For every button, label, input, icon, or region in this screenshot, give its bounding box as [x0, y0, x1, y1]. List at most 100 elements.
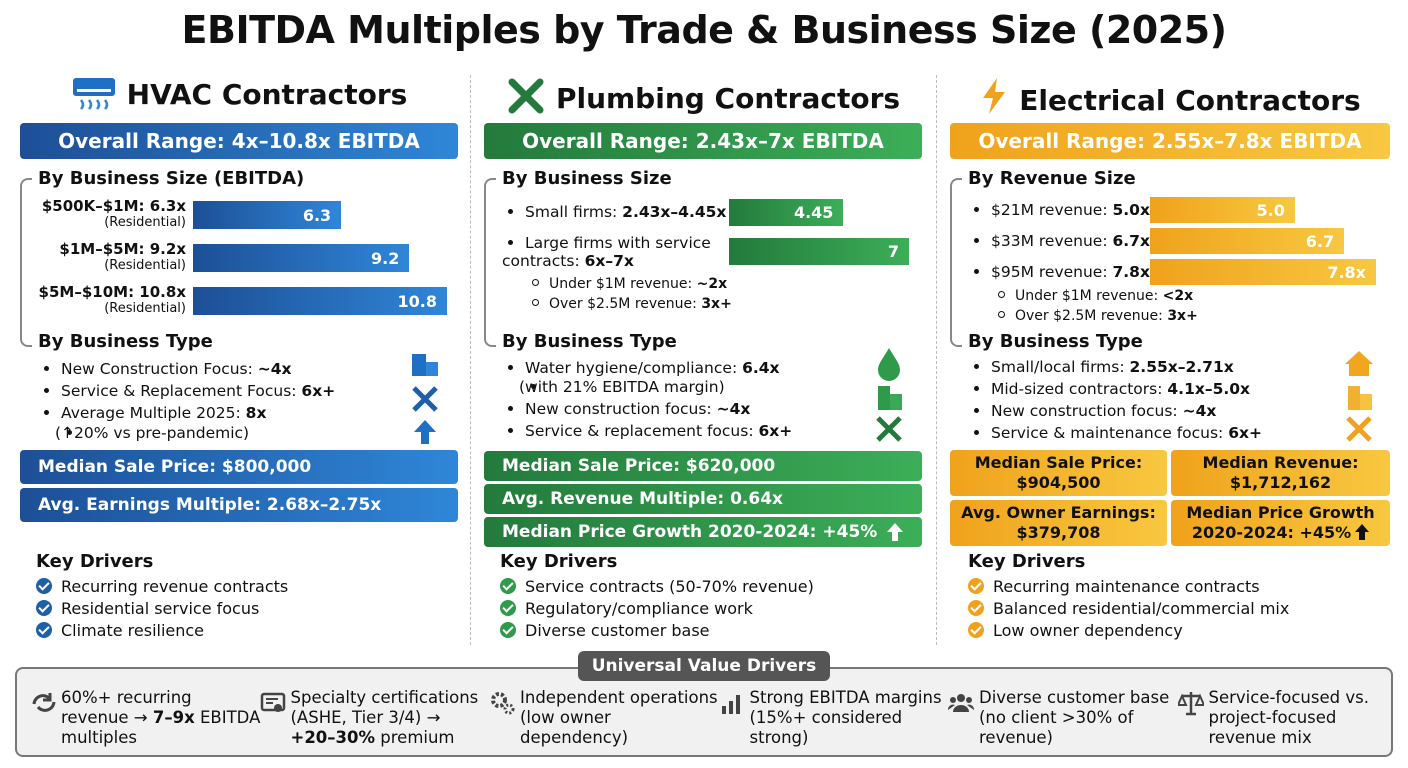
- driver: Service contracts (50-70% revenue): [500, 577, 814, 596]
- section-heading: By Business Type: [38, 331, 213, 352]
- universal-item: Independent operations (low owner depend…: [520, 688, 720, 748]
- stat-box: Median Revenue: $1,712,162: [1171, 450, 1390, 496]
- bar: 4.45: [729, 199, 844, 226]
- list-item: Average Multiple 2025: 8x: [38, 404, 266, 422]
- universal-item: Specialty certifications (ASHE, Tier 3/4…: [291, 688, 491, 748]
- section-heading: By Business Size (EBITDA): [38, 168, 305, 189]
- drivers-heading: Key Drivers: [968, 551, 1086, 572]
- section-heading: By Business Size: [502, 168, 672, 189]
- section-heading: By Revenue Size: [968, 168, 1136, 189]
- stat-box: Avg. Owner Earnings: $379,708: [950, 500, 1167, 546]
- drivers-heading: Key Drivers: [500, 551, 618, 572]
- stat-banner: Median Price Growth 2020-2024: +45%: [484, 517, 922, 547]
- bracket: [950, 178, 962, 347]
- bar-slot: 5.0: [1150, 197, 1376, 223]
- bar: 6.3: [193, 201, 342, 229]
- item-text: Independent operations (low owner depend…: [520, 688, 718, 747]
- sub-item: Over $2.5M revenue: 3x+: [968, 308, 1198, 324]
- universal-panel: [15, 667, 1393, 757]
- bar-label: 7.8x: [1327, 262, 1366, 282]
- driver-icon: [491, 692, 515, 715]
- universal-item: Strong EBITDA margins (15%+ considered s…: [750, 688, 950, 748]
- list-item: Small firms: 2.43x–4.45x: [502, 203, 726, 221]
- sub-item: Under $1M revenue: <2x: [968, 288, 1193, 304]
- item-text: 60%+ recurring revenue →: [61, 688, 192, 727]
- list-note: (↑20% vs pre-pandemic): [55, 424, 250, 442]
- icons: [876, 348, 902, 442]
- divider: [470, 75, 471, 645]
- stat-box: Median Sale Price: $904,500: [950, 450, 1167, 496]
- icons: [1345, 351, 1373, 442]
- universal-heading: Universal Value Drivers: [578, 651, 830, 681]
- item-text: Service-focused vs. project-focused reve…: [1208, 688, 1369, 747]
- list-item: Mid-sized contractors: 4.1x–5.0x: [968, 380, 1250, 398]
- row-label: $5M–$10M: 10.8x (Residential): [38, 283, 186, 317]
- bar: 7: [729, 238, 909, 265]
- bar-slot: 10.8: [193, 287, 447, 315]
- row-note: (Residential): [104, 301, 186, 316]
- column-heading: HVAC Contractors: [20, 76, 458, 111]
- driver-icon: [1177, 692, 1204, 716]
- item-bold: +20–30%: [290, 728, 376, 747]
- stat-banner: Avg. Revenue Multiple: 0.64x: [484, 484, 922, 514]
- driver: Diverse customer base: [500, 621, 710, 640]
- driver-icon: [260, 692, 285, 712]
- item-bold: 7–9x: [152, 708, 195, 727]
- bar-label: 6.3: [302, 205, 332, 225]
- bar-slot: 7: [729, 238, 909, 265]
- bar: 9.2: [193, 244, 410, 272]
- sub-item: Over $2.5M revenue: 3x+: [502, 296, 732, 312]
- bar-label: 6.7: [1305, 231, 1335, 251]
- item-text: Strong EBITDA margins (15%+ considered s…: [749, 688, 942, 747]
- list-item: New construction focus: ~4x: [502, 400, 750, 418]
- bar: 7.8x: [1150, 259, 1376, 285]
- list-item: Service & maintenance focus: 6x+: [968, 424, 1262, 442]
- stat-banner: Median Sale Price: $800,000: [20, 450, 458, 484]
- section-heading: By Business Type: [502, 331, 677, 352]
- drivers-heading: Key Drivers: [36, 551, 154, 572]
- driver: Regulatory/compliance work: [500, 599, 753, 618]
- driver: Climate resilience: [36, 621, 204, 640]
- item-text: premium: [375, 728, 455, 747]
- driver-icon: [721, 695, 740, 714]
- driver: Residential service focus: [36, 599, 259, 618]
- list-item: Small/local firms: 2.55x–2.71x: [968, 358, 1234, 376]
- stat-banner: Median Sale Price: $620,000: [484, 451, 922, 481]
- column-heading: Electrical Contractors: [950, 76, 1390, 117]
- size-row: $5M–$10M: 10.8x (Residential) 10.8: [20, 283, 458, 323]
- row-label: $500K–$1M: 6.3x (Residential): [41, 197, 186, 231]
- bracket: [20, 178, 32, 347]
- icon: [72, 78, 115, 110]
- row-title: $1M–$5M: 9.2x: [59, 240, 186, 258]
- list-item: $21M revenue: 5.0x: [968, 201, 1150, 219]
- arrow-icon: [1355, 524, 1370, 540]
- icons: [412, 354, 438, 444]
- item-text: Specialty certifications (ASHE, Tier 3/4…: [290, 688, 479, 727]
- row-title: $5M–$10M: 10.8x: [38, 283, 186, 301]
- column-heading: Plumbing Contractors: [484, 76, 922, 115]
- driver: Balanced residential/commercial mix: [968, 599, 1289, 618]
- bar: 6.7: [1150, 228, 1345, 254]
- row-note: (Residential): [104, 215, 186, 230]
- bar-slot: 4.45: [729, 199, 909, 226]
- driver: Recurring maintenance contracts: [968, 577, 1260, 596]
- hvac-column: HVAC Contractors Overall Range: 4x–10.8x…: [20, 0, 458, 650]
- bar: 5.0: [1150, 197, 1295, 223]
- bar: 10.8: [193, 287, 447, 315]
- row-title: $500K–$1M: 6.3x: [41, 197, 186, 215]
- list-item: Large firms with service contracts: 6x–7…: [502, 234, 717, 270]
- driver: Low owner dependency: [968, 621, 1183, 640]
- stat-banner: Avg. Earnings Multiple: 2.68x–2.75x: [20, 488, 458, 522]
- list-item: $95M revenue: 7.8x: [968, 263, 1150, 281]
- bar-label: 5.0: [1256, 200, 1285, 220]
- electrical-column: Electrical Contractors Overall Range: 2.…: [950, 0, 1390, 650]
- size-row: $500K–$1M: 6.3x (Residential) 6.3: [20, 197, 458, 237]
- bar-label: 10.8: [397, 291, 437, 311]
- list-item: New Construction Focus: ~4x: [38, 360, 292, 378]
- stat-box: Median Price Growth 2020-2024: +45%: [1171, 500, 1390, 546]
- range-banner: Overall Range: 2.55x–7.8x EBITDA: [950, 123, 1390, 159]
- bar-slot: 7.8x: [1150, 259, 1376, 285]
- bar-label: 9.2: [371, 248, 400, 268]
- list-item: Water hygiene/compliance: 6.4x: [502, 359, 780, 377]
